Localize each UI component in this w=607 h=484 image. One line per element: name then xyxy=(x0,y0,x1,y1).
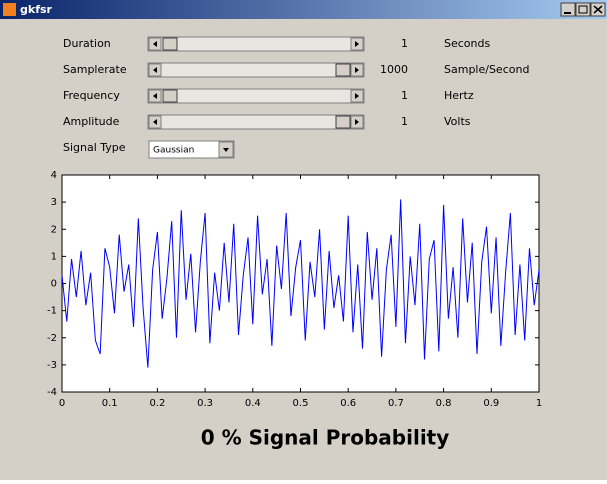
slider-track[interactable] xyxy=(147,62,365,78)
arrow-glyph xyxy=(355,41,359,47)
slider-thumb[interactable] xyxy=(162,89,178,103)
x-tick-label: 0.9 xyxy=(483,398,499,409)
arrow-glyph xyxy=(153,119,157,125)
y-tick-label: 4 xyxy=(51,170,57,181)
maximize-button[interactable] xyxy=(575,2,591,17)
slider-thumb[interactable] xyxy=(335,115,351,129)
title-bar xyxy=(0,0,607,19)
slider-track[interactable] xyxy=(147,114,365,130)
control-label: Duration xyxy=(63,37,111,50)
y-tick-label: 1 xyxy=(51,251,57,262)
arrow-glyph xyxy=(355,67,359,73)
control-label: Samplerate xyxy=(63,63,127,76)
y-tick-label: 3 xyxy=(51,197,57,208)
arrow-glyph xyxy=(153,41,157,47)
arrow-glyph xyxy=(153,67,157,73)
x-tick-label: 1 xyxy=(536,398,542,409)
control-unit: Volts xyxy=(444,115,471,128)
control-unit: Seconds xyxy=(444,37,490,50)
y-tick-label: 0 xyxy=(51,279,57,290)
signal-type-value: Gaussian xyxy=(153,146,194,156)
control-value: 1 xyxy=(401,89,408,102)
y-tick-label: -2 xyxy=(47,333,57,344)
x-tick-label: 0.6 xyxy=(340,398,356,409)
control-label: Amplitude xyxy=(63,115,120,128)
x-tick-label: 0.7 xyxy=(388,398,404,409)
x-tick-label: 0 xyxy=(59,398,65,409)
arrow-glyph xyxy=(355,93,359,99)
x-tick-label: 0.5 xyxy=(293,398,309,409)
slider-thumb[interactable] xyxy=(335,63,351,77)
minimize-button[interactable] xyxy=(560,2,576,17)
x-tick-label: 0.2 xyxy=(149,398,165,409)
control-value: 1 xyxy=(401,37,408,50)
control-value: 1000 xyxy=(380,63,408,76)
slider-track[interactable] xyxy=(147,88,365,104)
signal-type-label: Signal Type xyxy=(63,141,126,154)
window-buttons xyxy=(560,2,606,17)
control-label: Frequency xyxy=(63,89,120,102)
plot-area xyxy=(61,174,540,393)
arrow-glyph xyxy=(355,119,359,125)
control-unit: Sample/Second xyxy=(444,63,529,76)
signal-popup[interactable] xyxy=(148,140,235,159)
x-tick-label: 0.3 xyxy=(197,398,213,409)
y-tick-label: -3 xyxy=(47,360,57,371)
app-icon xyxy=(3,3,16,16)
y-tick-label: -4 xyxy=(47,387,57,398)
control-unit: Hertz xyxy=(444,89,474,102)
control-value: 1 xyxy=(401,115,408,128)
y-tick-label: 2 xyxy=(51,224,57,235)
x-tick-label: 0.1 xyxy=(102,398,118,409)
arrow-glyph xyxy=(153,93,157,99)
slider-track[interactable] xyxy=(147,36,365,52)
signal-line xyxy=(61,199,540,368)
x-tick-label: 0.8 xyxy=(436,398,452,409)
y-tick-label: -1 xyxy=(47,306,57,317)
window-title: gkfsr xyxy=(20,3,53,16)
x-tick-label: 0.4 xyxy=(245,398,261,409)
slider-thumb[interactable] xyxy=(162,37,178,51)
status-text: 0 % Signal Probability xyxy=(201,426,450,450)
